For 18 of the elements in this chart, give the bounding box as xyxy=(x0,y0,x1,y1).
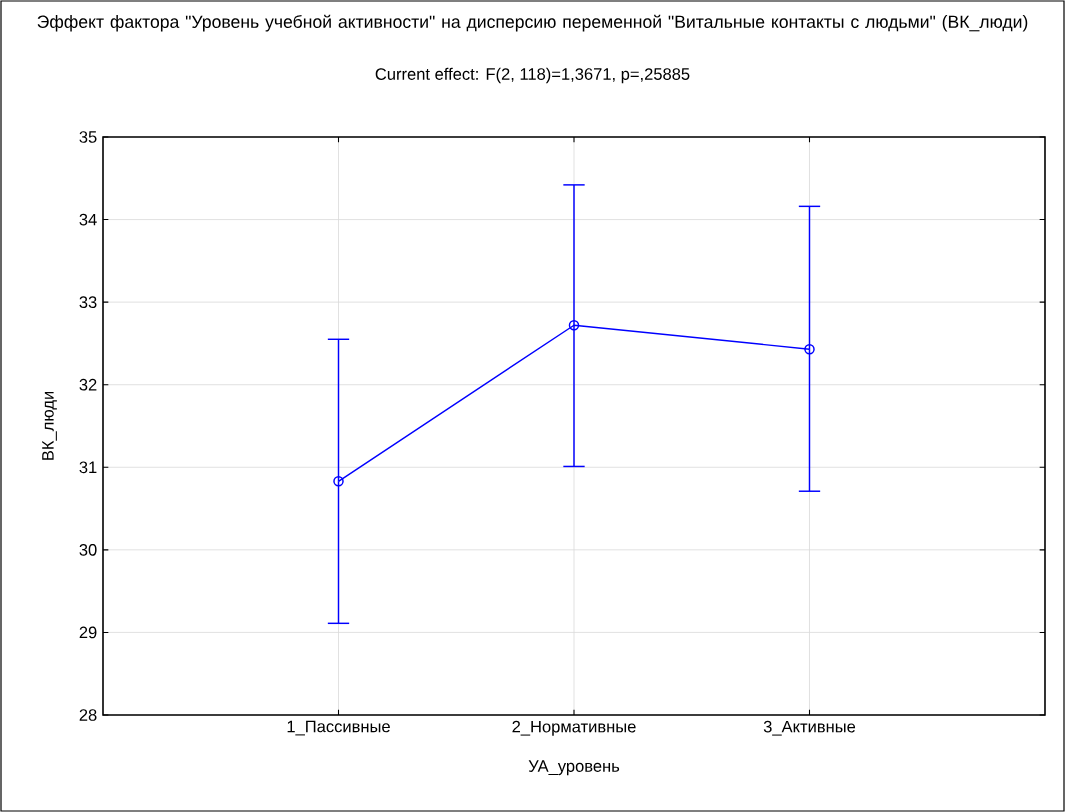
y-tick-label: 34 xyxy=(79,213,97,226)
point xyxy=(568,319,580,331)
y-tick-label: 35 xyxy=(79,131,97,143)
y-axis-title: ВК_люди xyxy=(42,391,57,460)
y-tick-label: 28 xyxy=(79,709,97,721)
point xyxy=(804,343,815,355)
x-tick-label: 2_Нормативные xyxy=(512,720,636,736)
x-axis-title: УА_уровень xyxy=(528,760,620,776)
y-tick-label: 33 xyxy=(79,296,97,308)
y-tick-label: 30 xyxy=(79,543,97,556)
x-tick-label: 3_Активные xyxy=(763,720,856,736)
chart-title: Эффект фактора "Уровень учебной активности" на дисперсию переменной "Витальные контакты с людьми" (ВК_люди) xyxy=(37,14,1028,32)
point xyxy=(333,476,344,487)
y-tick-label: 31 xyxy=(79,461,97,474)
x-tick-label: 1_Пассивные xyxy=(287,720,390,736)
y-tick-label: 32 xyxy=(79,378,97,391)
chart-subtitle: Current effect: F(2, 118)=1,3671, p=,25885 xyxy=(375,67,690,84)
y-tick-label: 29 xyxy=(79,626,97,639)
